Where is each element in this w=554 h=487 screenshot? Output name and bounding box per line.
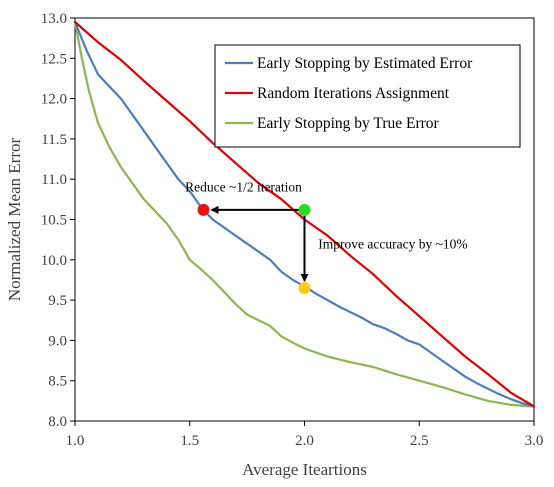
y-tick-label: 11.5 — [41, 132, 67, 148]
y-tick-label: 10.0 — [41, 253, 67, 269]
y-tick-label: 12.5 — [41, 51, 67, 67]
y-tick-label: 9.5 — [48, 293, 67, 309]
y-tick-label: 8.5 — [48, 374, 67, 390]
series-line-2 — [73, 20, 536, 408]
reduced-iteration-point-dot — [197, 203, 210, 216]
annotation-label: Reduce ~1/2 iteration — [185, 179, 302, 194]
y-tick-label: 11.0 — [41, 172, 67, 188]
y-tick-label: 12.0 — [41, 92, 67, 108]
y-tick-label: 10.5 — [41, 213, 67, 229]
legend-label-0: Early Stopping by Estimated Error — [257, 55, 473, 72]
marker-layer — [197, 203, 311, 295]
x-tick-label: 2.0 — [295, 433, 314, 449]
x-axis-ticks: 1.0 1.5 2.0 2.5 3.0 — [66, 421, 544, 449]
y-tick-label: 9.0 — [48, 333, 67, 349]
annotation-label: Improve accuracy by ~10% — [318, 237, 467, 252]
x-axis-label: Average Iteartions — [242, 460, 367, 479]
start-point-dot — [298, 203, 311, 216]
y-tick-label: 8.0 — [48, 414, 67, 430]
x-tick-label: 2.5 — [410, 433, 429, 449]
x-tick-label: 1.5 — [180, 433, 199, 449]
x-tick-label: 1.0 — [66, 433, 85, 449]
legend-label-2: Early Stopping by True Error — [257, 115, 440, 132]
legend: Early Stopping by Estimated Error Random … — [214, 44, 521, 148]
x-tick-label: 3.0 — [525, 433, 544, 449]
annotation-layer: Reduce ~1/2 iteration Improve accuracy by… — [185, 179, 468, 283]
y-tick-label: 13.0 — [41, 11, 67, 27]
y-axis-ticks: 8.0 8.5 9.0 9.5 10.0 10.5 11.0 11.5 12.0 12.5 13.0 — [41, 11, 75, 430]
improved-accuracy-point-dot — [298, 282, 311, 295]
legend-label-1: Random Iterations Assignment — [257, 85, 450, 102]
legend-box — [214, 44, 521, 148]
y-axis-label: Normalized Mean Error — [5, 138, 24, 302]
